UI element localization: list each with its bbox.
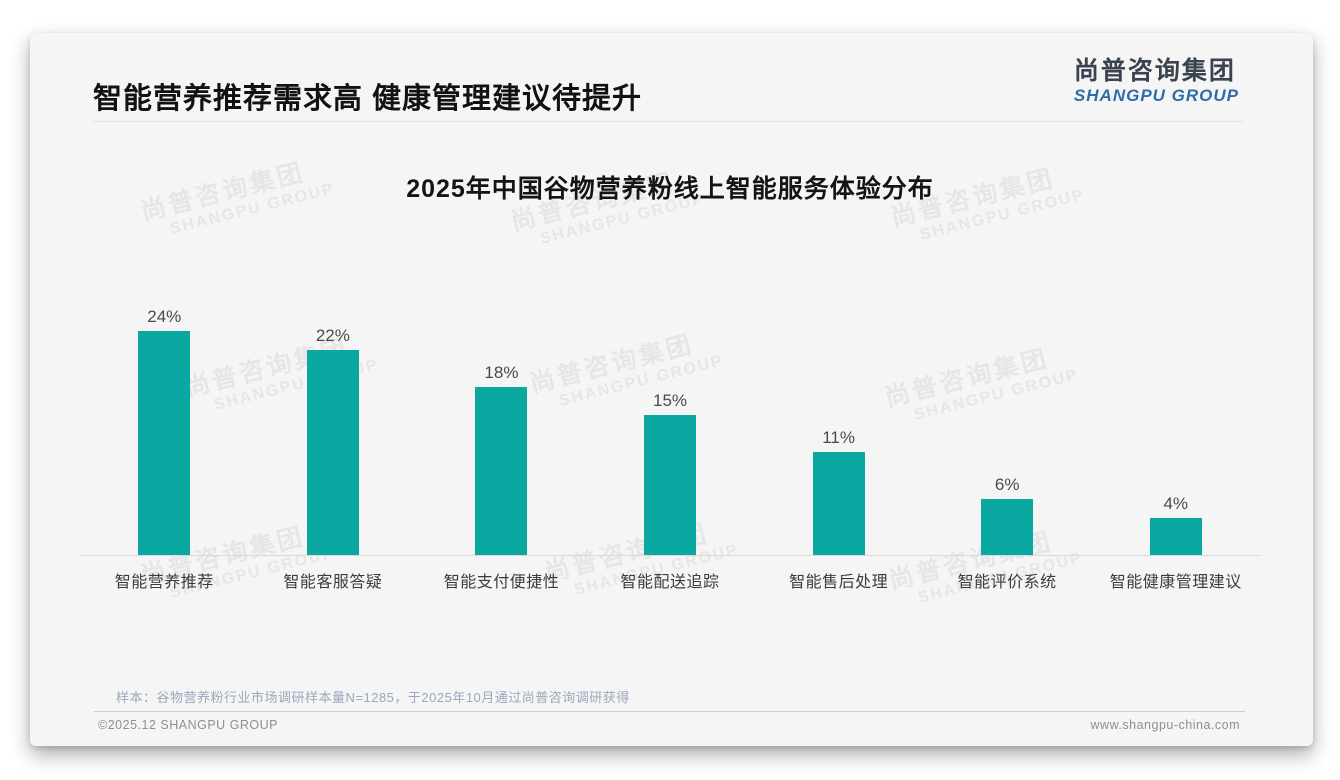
- bar-chart: 24% 22% 18% 15% 11% 6% 4%: [80, 295, 1260, 555]
- page-title: 智能营养推荐需求高 健康管理建议待提升: [93, 83, 643, 115]
- bar-category-label: 智能支付便捷性: [443, 574, 560, 591]
- sample-note: 样本：谷物营养粉行业市场调研样本量N=1285，于2025年10月通过尚普咨询调…: [116, 690, 630, 705]
- bar-category-label: 智能客服答疑: [283, 574, 383, 591]
- title-divider: [93, 121, 1243, 122]
- bar: [812, 452, 865, 555]
- bar-value-label: 11%: [822, 428, 855, 447]
- bar-column: 15%: [586, 295, 755, 555]
- bar-column: 6%: [923, 295, 1092, 555]
- bar-category-label: 智能评价系统: [957, 574, 1057, 591]
- x-axis-line: [80, 555, 1261, 556]
- bar: [1149, 518, 1202, 555]
- bar: [981, 499, 1034, 555]
- brand-logo: 尚普咨询集团 SHANGPU GROUP: [1073, 57, 1239, 106]
- bar-column: 18%: [417, 295, 586, 555]
- brand-logo-cn: 尚普咨询集团: [1073, 57, 1236, 85]
- bar-column: 11%: [754, 295, 923, 555]
- category-axis: 智能营养推荐 智能客服答疑 智能支付便捷性 智能配送追踪 智能售后处理 智能评价系统 智能健…: [80, 568, 1260, 592]
- bar-value-label: 18%: [484, 363, 519, 382]
- bar: [475, 387, 528, 555]
- bar-value-label: 6%: [994, 475, 1020, 494]
- bar-column: 24%: [80, 295, 249, 555]
- brand-logo-en: SHANGPU GROUP: [1073, 85, 1239, 105]
- bar-category-label: 智能营养推荐: [114, 574, 214, 591]
- bar-category-label: 智能健康管理建议: [1109, 574, 1242, 591]
- slide-card: 尚普咨询集团 SHANGPU GROUP 尚普咨询集团 SHANGPU GROUP 尚普…: [30, 33, 1313, 746]
- bar-column: 22%: [249, 295, 418, 555]
- chart-title: 2025年中国谷物营养粉线上智能服务体验分布: [406, 175, 934, 203]
- bar-column: 4%: [1091, 295, 1260, 555]
- bar: [644, 415, 697, 555]
- bar-value-label: 4%: [1163, 494, 1189, 513]
- bar-category-label: 智能售后处理: [789, 574, 889, 591]
- website-text: www.shangpu-china.com: [1090, 718, 1240, 732]
- bar: [138, 331, 191, 555]
- footer-divider: [94, 711, 1245, 712]
- bar-category-label: 智能配送追踪: [620, 574, 720, 591]
- copyright-text: ©2025.12 SHANGPU GROUP: [98, 718, 278, 732]
- bar-value-label: 22%: [315, 326, 350, 345]
- bar: [306, 350, 359, 555]
- bar-value-label: 15%: [653, 391, 688, 410]
- bar-value-label: 24%: [147, 307, 182, 326]
